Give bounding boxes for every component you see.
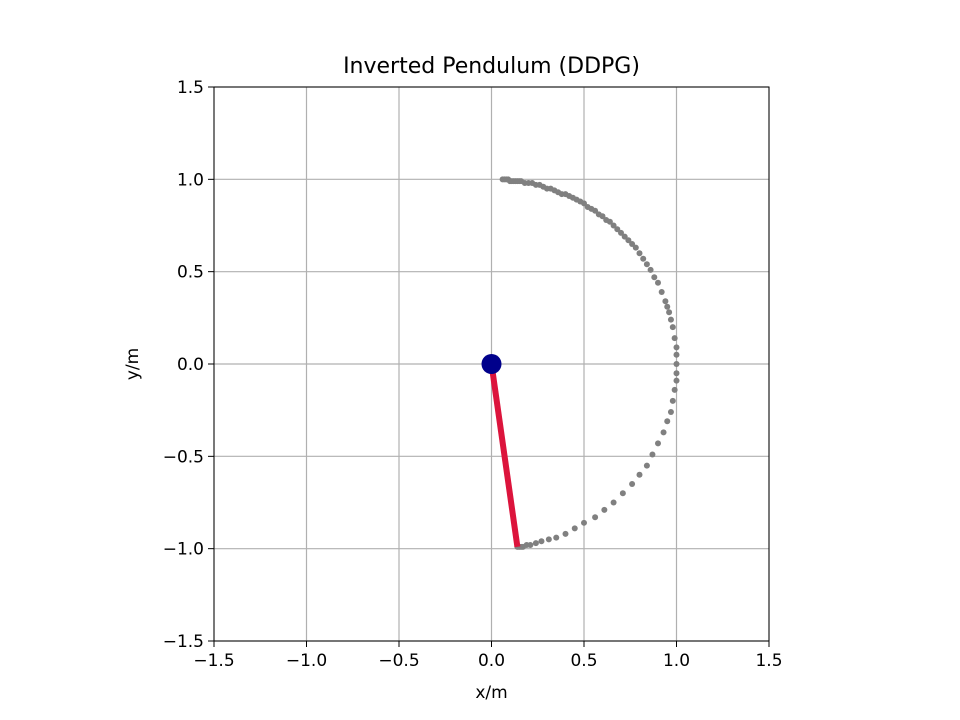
trajectory-point [666,309,673,316]
trajectory-point [667,316,674,323]
y-tick-label: 0.0 [177,355,204,375]
trajectory-point [649,451,656,458]
trajectory-point [601,506,608,513]
trajectory-point [673,351,680,358]
trajectory-point [538,538,545,545]
trajectory-point [562,530,569,537]
chart-title: Inverted Pendulum (DDPG) [343,54,640,79]
trajectory-point [662,298,669,305]
trajectory-points [499,176,680,550]
trajectory-point [581,519,587,526]
trajectory-point [673,370,680,377]
trajectory-point [673,361,680,367]
x-tick-label: −0.5 [378,651,419,671]
y-tick-label: −1.5 [163,632,204,652]
trajectory-point [610,499,617,506]
x-tick-label: 1.5 [755,651,782,671]
y-tick-label: 1.5 [177,78,204,98]
y-axis-ticks: −1.5 −1.0 −0.5 0.0 0.5 1.0 1.5 [163,78,214,652]
trajectory-point [669,324,676,331]
trajectory-point [636,471,643,478]
x-tick-label: −1.0 [286,651,327,671]
trajectory-point [632,244,639,251]
trajectory-point [640,255,647,262]
trajectory-point [660,429,667,436]
trajectory-point [629,481,636,488]
y-tick-label: −0.5 [163,447,204,467]
trajectory-point [581,200,587,207]
trajectory-point [669,397,676,404]
trajectory-point [647,266,654,273]
y-tick-label: −1.0 [163,540,204,560]
trajectory-point [532,540,539,547]
x-tick-label: −1.5 [193,651,234,671]
pendulum [481,354,521,548]
trajectory-point [625,237,632,244]
trajectory-point [592,207,599,214]
y-axis-label: y/m [123,348,143,380]
trajectory-point [606,218,613,225]
trajectory-point [643,462,650,469]
pendulum-rod [488,363,521,548]
trajectory-point [655,440,661,447]
trajectory-point [655,279,661,286]
x-tick-label: 0.5 [570,651,597,671]
trajectory-point [599,213,606,220]
trajectory-point [619,490,626,497]
trajectory-point [571,525,578,532]
trajectory-point [545,536,552,543]
y-tick-label: 0.5 [177,263,204,283]
trajectory-point [658,288,665,295]
trajectory-point [667,409,674,416]
trajectory-point [621,233,628,240]
trajectory-point [643,261,650,268]
trajectory-point [614,226,621,233]
x-tick-label: 1.0 [663,651,690,671]
trajectory-point [592,514,599,521]
trajectory-point [671,335,678,342]
y-tick-label: 1.0 [177,170,204,190]
trajectory-point [664,418,671,425]
trajectory-point [671,386,678,393]
x-tick-label: 0.0 [478,651,505,671]
trajectory-point [651,274,658,281]
trajectory-point [618,229,624,236]
trajectory-point [673,344,680,351]
trajectory-point [664,303,671,310]
pendulum-pivot [481,354,502,374]
x-axis-label: x/m [475,683,507,703]
trajectory-point [673,377,680,384]
trajectory-point [629,240,636,247]
trajectory-point [553,534,560,541]
x-axis-ticks: −1.5 −1.0 −0.5 0.0 0.5 1.0 1.5 [193,641,783,671]
trajectory-point [610,222,617,229]
trajectory-point [636,250,643,257]
